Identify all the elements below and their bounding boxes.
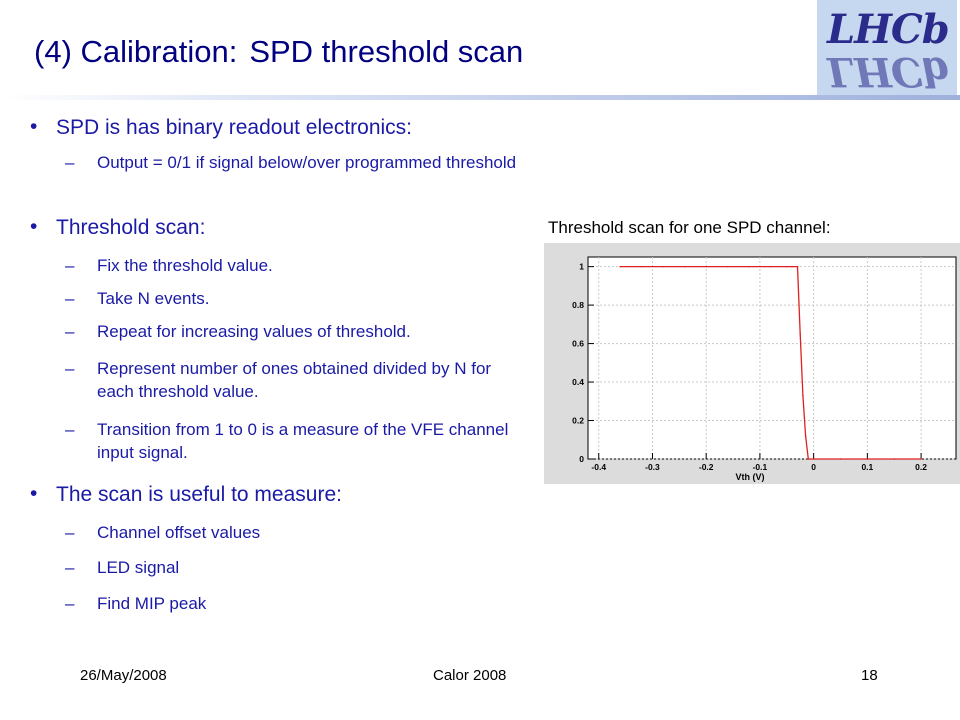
sub-item: – Fix the threshold value. xyxy=(65,256,273,275)
data-point xyxy=(662,265,665,268)
data-point xyxy=(920,458,922,460)
x-tick-label: -0.3 xyxy=(645,462,660,472)
lhcb-logo: LHCb LHCb xyxy=(817,0,957,95)
y-tick-label: 0.6 xyxy=(572,339,584,349)
bullet-text: The scan is useful to measure: xyxy=(56,483,342,506)
footer-event: Calor 2008 xyxy=(433,667,507,684)
bullet-text: SPD is has binary readout electronics: xyxy=(56,116,413,139)
tick-labels: -0.4 -0.3 -0.2 -0.1 0 0.1 0.2 0 0.2 0.4 0.6 0.8 1 xyxy=(572,262,927,472)
y-tick-label: 1 xyxy=(579,262,584,272)
sub-item: – Channel offset values xyxy=(65,523,261,542)
y-tick-label: 0 xyxy=(579,454,584,464)
slide-title: (4) Calibration: SPD threshold scan xyxy=(34,34,523,70)
sub-item-text: Represent number of ones obtained divide… xyxy=(97,359,492,401)
y-tick-label: 0.4 xyxy=(572,377,584,387)
sub-item: – Find MIP peak xyxy=(65,594,207,613)
x-tick-label: -0.2 xyxy=(699,462,714,472)
data-point xyxy=(866,458,869,460)
plot-caption: Threshold scan for one SPD channel: xyxy=(548,218,831,237)
data-point xyxy=(748,265,750,268)
sub-item: – LED signal xyxy=(65,558,180,577)
data-point xyxy=(785,265,788,268)
data-point xyxy=(802,394,804,397)
logo-reflection: LHCb xyxy=(827,48,949,95)
sub-item-text: Fix the threshold value. xyxy=(97,256,273,275)
sub-item-text: Take N events. xyxy=(97,289,210,308)
data-point xyxy=(796,265,799,268)
header-rule xyxy=(0,95,960,100)
bullet-3: • The scan is useful to measure: xyxy=(30,482,342,506)
sub-item: – Repeat for increasing values of thresho… xyxy=(65,322,411,341)
sub-item-text: Output = 0/1 if signal below/over progra… xyxy=(97,153,517,172)
data-point xyxy=(726,265,729,268)
data-point xyxy=(807,458,810,460)
threshold-scan-plot: -0.4 -0.3 -0.2 -0.1 0 0.1 0.2 0 0.2 0.4 0.6 0.8 1 Vt… xyxy=(544,243,960,484)
data-point xyxy=(619,265,622,268)
sub-item-text: Find MIP peak xyxy=(97,594,207,613)
data-point xyxy=(791,265,793,268)
x-tick-label: -0.1 xyxy=(753,462,768,472)
sub-item-text: LED signal xyxy=(97,558,180,577)
data-point xyxy=(705,265,707,268)
sub-item: – Transition from 1 to 0 is a measure of … xyxy=(65,420,509,462)
data-point xyxy=(799,333,802,335)
data-point xyxy=(804,435,807,437)
data-point xyxy=(893,458,896,460)
x-axis-label: Vth (V) xyxy=(736,472,765,482)
y-tick-label: 0.8 xyxy=(572,300,584,310)
x-tick-label: 0 xyxy=(811,462,816,472)
footer-date: 26/May/2008 xyxy=(80,667,167,684)
x-tick-label: 0.1 xyxy=(861,462,873,472)
series-line xyxy=(620,265,922,460)
data-point xyxy=(812,458,815,460)
axis-ticks xyxy=(588,266,922,460)
data-point xyxy=(839,458,842,460)
data-point xyxy=(683,265,686,268)
grid xyxy=(588,257,956,460)
logo-text: LHCb xyxy=(827,6,950,53)
y-tick-label: 0.2 xyxy=(572,416,584,426)
sub-item: – Represent number of ones obtained divid… xyxy=(65,359,492,401)
sub-item-text: Repeat for increasing values of threshol… xyxy=(97,322,411,341)
sub-item: – Output = 0/1 if signal below/over progr… xyxy=(65,153,517,172)
title-part-2: SPD threshold scan xyxy=(249,34,524,69)
x-tick-label: -0.4 xyxy=(591,462,606,472)
sub-item-text: Transition from 1 to 0 is a measure of t… xyxy=(97,420,509,462)
sub-item-text: Channel offset values xyxy=(97,523,261,542)
bullet-2: • Threshold scan: xyxy=(30,215,206,239)
series xyxy=(619,265,922,460)
sub-item: – Take N events. xyxy=(65,289,210,308)
data-point xyxy=(769,265,772,268)
bullet-text: Threshold scan: xyxy=(56,216,206,239)
footer-page-number: 18 xyxy=(861,667,878,684)
plot-area xyxy=(587,256,957,460)
x-tick-label: 0.2 xyxy=(915,462,927,472)
threshold-scan-chart: -0.4 -0.3 -0.2 -0.1 0 0.1 0.2 0 0.2 0.4 0.6 0.8 1 Vt… xyxy=(572,256,957,482)
data-point xyxy=(640,265,643,268)
title-part-1: (4) Calibration: xyxy=(34,34,238,69)
bullet-1: • SPD is has binary readout electronics: xyxy=(30,115,413,139)
